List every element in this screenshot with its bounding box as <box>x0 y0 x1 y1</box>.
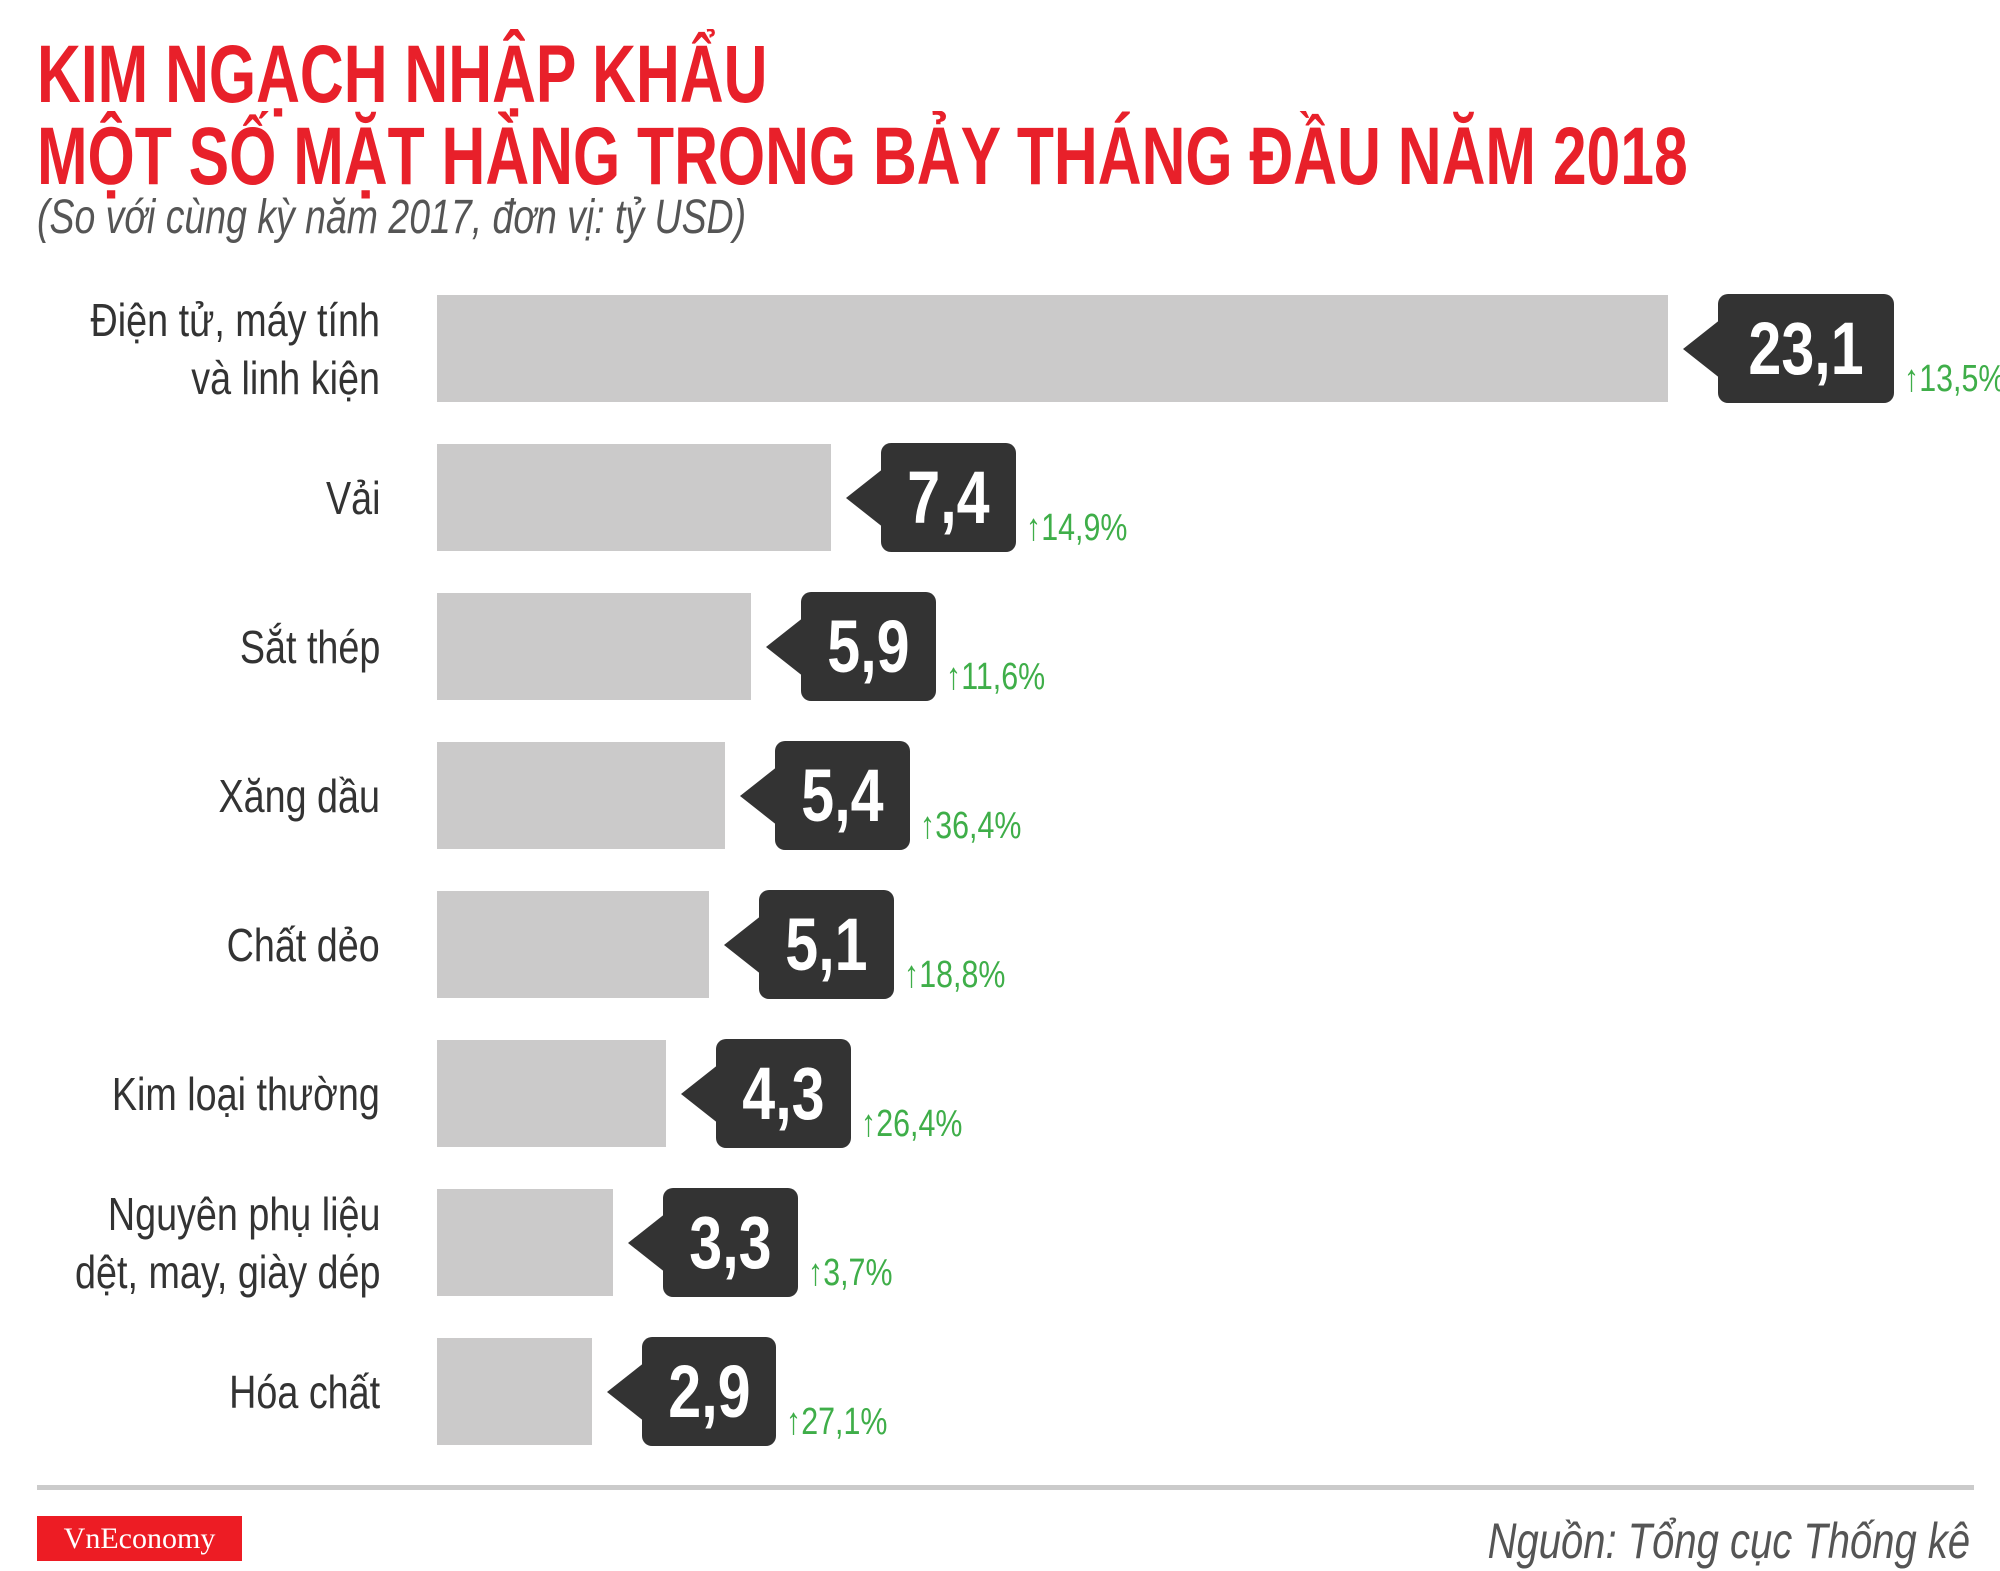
arrow-up-icon: ↑ <box>861 1103 877 1145</box>
bar <box>437 1040 667 1147</box>
value-label-text: 3,3 <box>689 1201 772 1284</box>
chart-title-line2: MỘT SỐ MẶT HÀNG TRONG BẢY THÁNG ĐẦU NĂM … <box>37 111 1688 202</box>
bar <box>437 593 752 700</box>
bar <box>437 1338 592 1445</box>
category-label: Nguyên phụ liệu dệt, may, giày dép <box>74 1187 380 1298</box>
value-label: 3,3 <box>662 1188 798 1297</box>
change-label-text: 11,6% <box>961 656 1046 698</box>
change-label: ↑36,4% <box>920 805 1021 848</box>
arrow-up-icon: ↑ <box>946 656 962 698</box>
change-label-text: 26,4% <box>876 1103 963 1145</box>
arrow-up-icon: ↑ <box>1904 358 1920 400</box>
arrow-up-icon: ↑ <box>903 954 919 996</box>
value-label-text: 7,4 <box>907 456 990 539</box>
arrow-up-icon: ↑ <box>919 805 935 847</box>
category-label: Chất dẻo <box>226 918 380 971</box>
change-label: ↑14,9% <box>1026 507 1127 550</box>
change-label-text: 27,1% <box>801 1401 888 1443</box>
value-pointer <box>1683 319 1721 379</box>
change-label: ↑18,8% <box>904 954 1005 997</box>
bar <box>437 1189 613 1296</box>
value-label-text: 4,3 <box>742 1052 825 1135</box>
change-label: ↑27,1% <box>786 1401 887 1444</box>
value-pointer <box>606 1362 645 1422</box>
source-note: Nguồn: Tổng cục Thống kê <box>1487 1513 1970 1569</box>
category-label: Vải <box>325 471 380 524</box>
change-label-text: 13,5% <box>1919 358 2000 400</box>
value-label: 5,4 <box>774 741 910 850</box>
value-pointer <box>627 1213 666 1273</box>
value-pointer <box>766 617 805 677</box>
category-label: Điện tử, máy tính và linh kiện <box>90 293 380 404</box>
value-pointer <box>739 766 778 826</box>
bar <box>437 295 1668 402</box>
value-label: 5,1 <box>758 890 894 999</box>
chart-title-line1: KIM NGẠCH NHẬP KHẨU <box>37 29 768 120</box>
change-label-text: 3,7% <box>822 1252 893 1294</box>
value-pointer <box>846 468 885 528</box>
value-pointer <box>723 915 762 975</box>
vneconomy-logo: VnEconomy <box>37 1516 242 1561</box>
change-label: ↑3,7% <box>808 1252 893 1295</box>
category-label: Kim loại thường <box>111 1067 380 1120</box>
value-label: 23,1 <box>1718 294 1895 403</box>
footer-divider <box>37 1485 1974 1490</box>
value-label-text: 2,9 <box>667 1350 751 1433</box>
change-label-text: 36,4% <box>934 805 1022 847</box>
value-label-text: 5,1 <box>785 903 868 986</box>
value-label: 7,4 <box>881 443 1017 552</box>
value-label-text: 5,4 <box>801 754 884 837</box>
value-label-text: 23,1 <box>1748 307 1864 390</box>
change-label: ↑11,6% <box>946 656 1045 699</box>
category-label: Xăng dầu <box>218 769 380 822</box>
value-label: 2,9 <box>641 1337 777 1446</box>
change-label-text: 14,9% <box>1041 507 1128 549</box>
arrow-up-icon: ↑ <box>807 1252 823 1294</box>
value-pointer <box>681 1064 720 1124</box>
bar <box>437 444 832 551</box>
change-label-text: 18,8% <box>918 954 1006 996</box>
arrow-up-icon: ↑ <box>1026 507 1042 549</box>
bar <box>437 891 709 998</box>
arrow-up-icon: ↑ <box>786 1401 802 1443</box>
value-label-text: 5,9 <box>827 605 910 688</box>
value-label: 4,3 <box>716 1039 852 1148</box>
category-label: Hóa chất <box>229 1365 380 1418</box>
bar <box>437 742 725 849</box>
category-label: Sắt thép <box>239 620 380 673</box>
change-label: ↑26,4% <box>861 1103 962 1146</box>
bar-chart: Điện tử, máy tính và linh kiện 23,1 ↑13,5%… <box>74 293 2000 1446</box>
value-label: 5,9 <box>801 592 937 701</box>
change-label: ↑13,5% <box>1904 358 2000 401</box>
chart-subtitle: (So với cùng kỳ năm 2017, đơn vị: tỷ USD… <box>37 191 747 244</box>
